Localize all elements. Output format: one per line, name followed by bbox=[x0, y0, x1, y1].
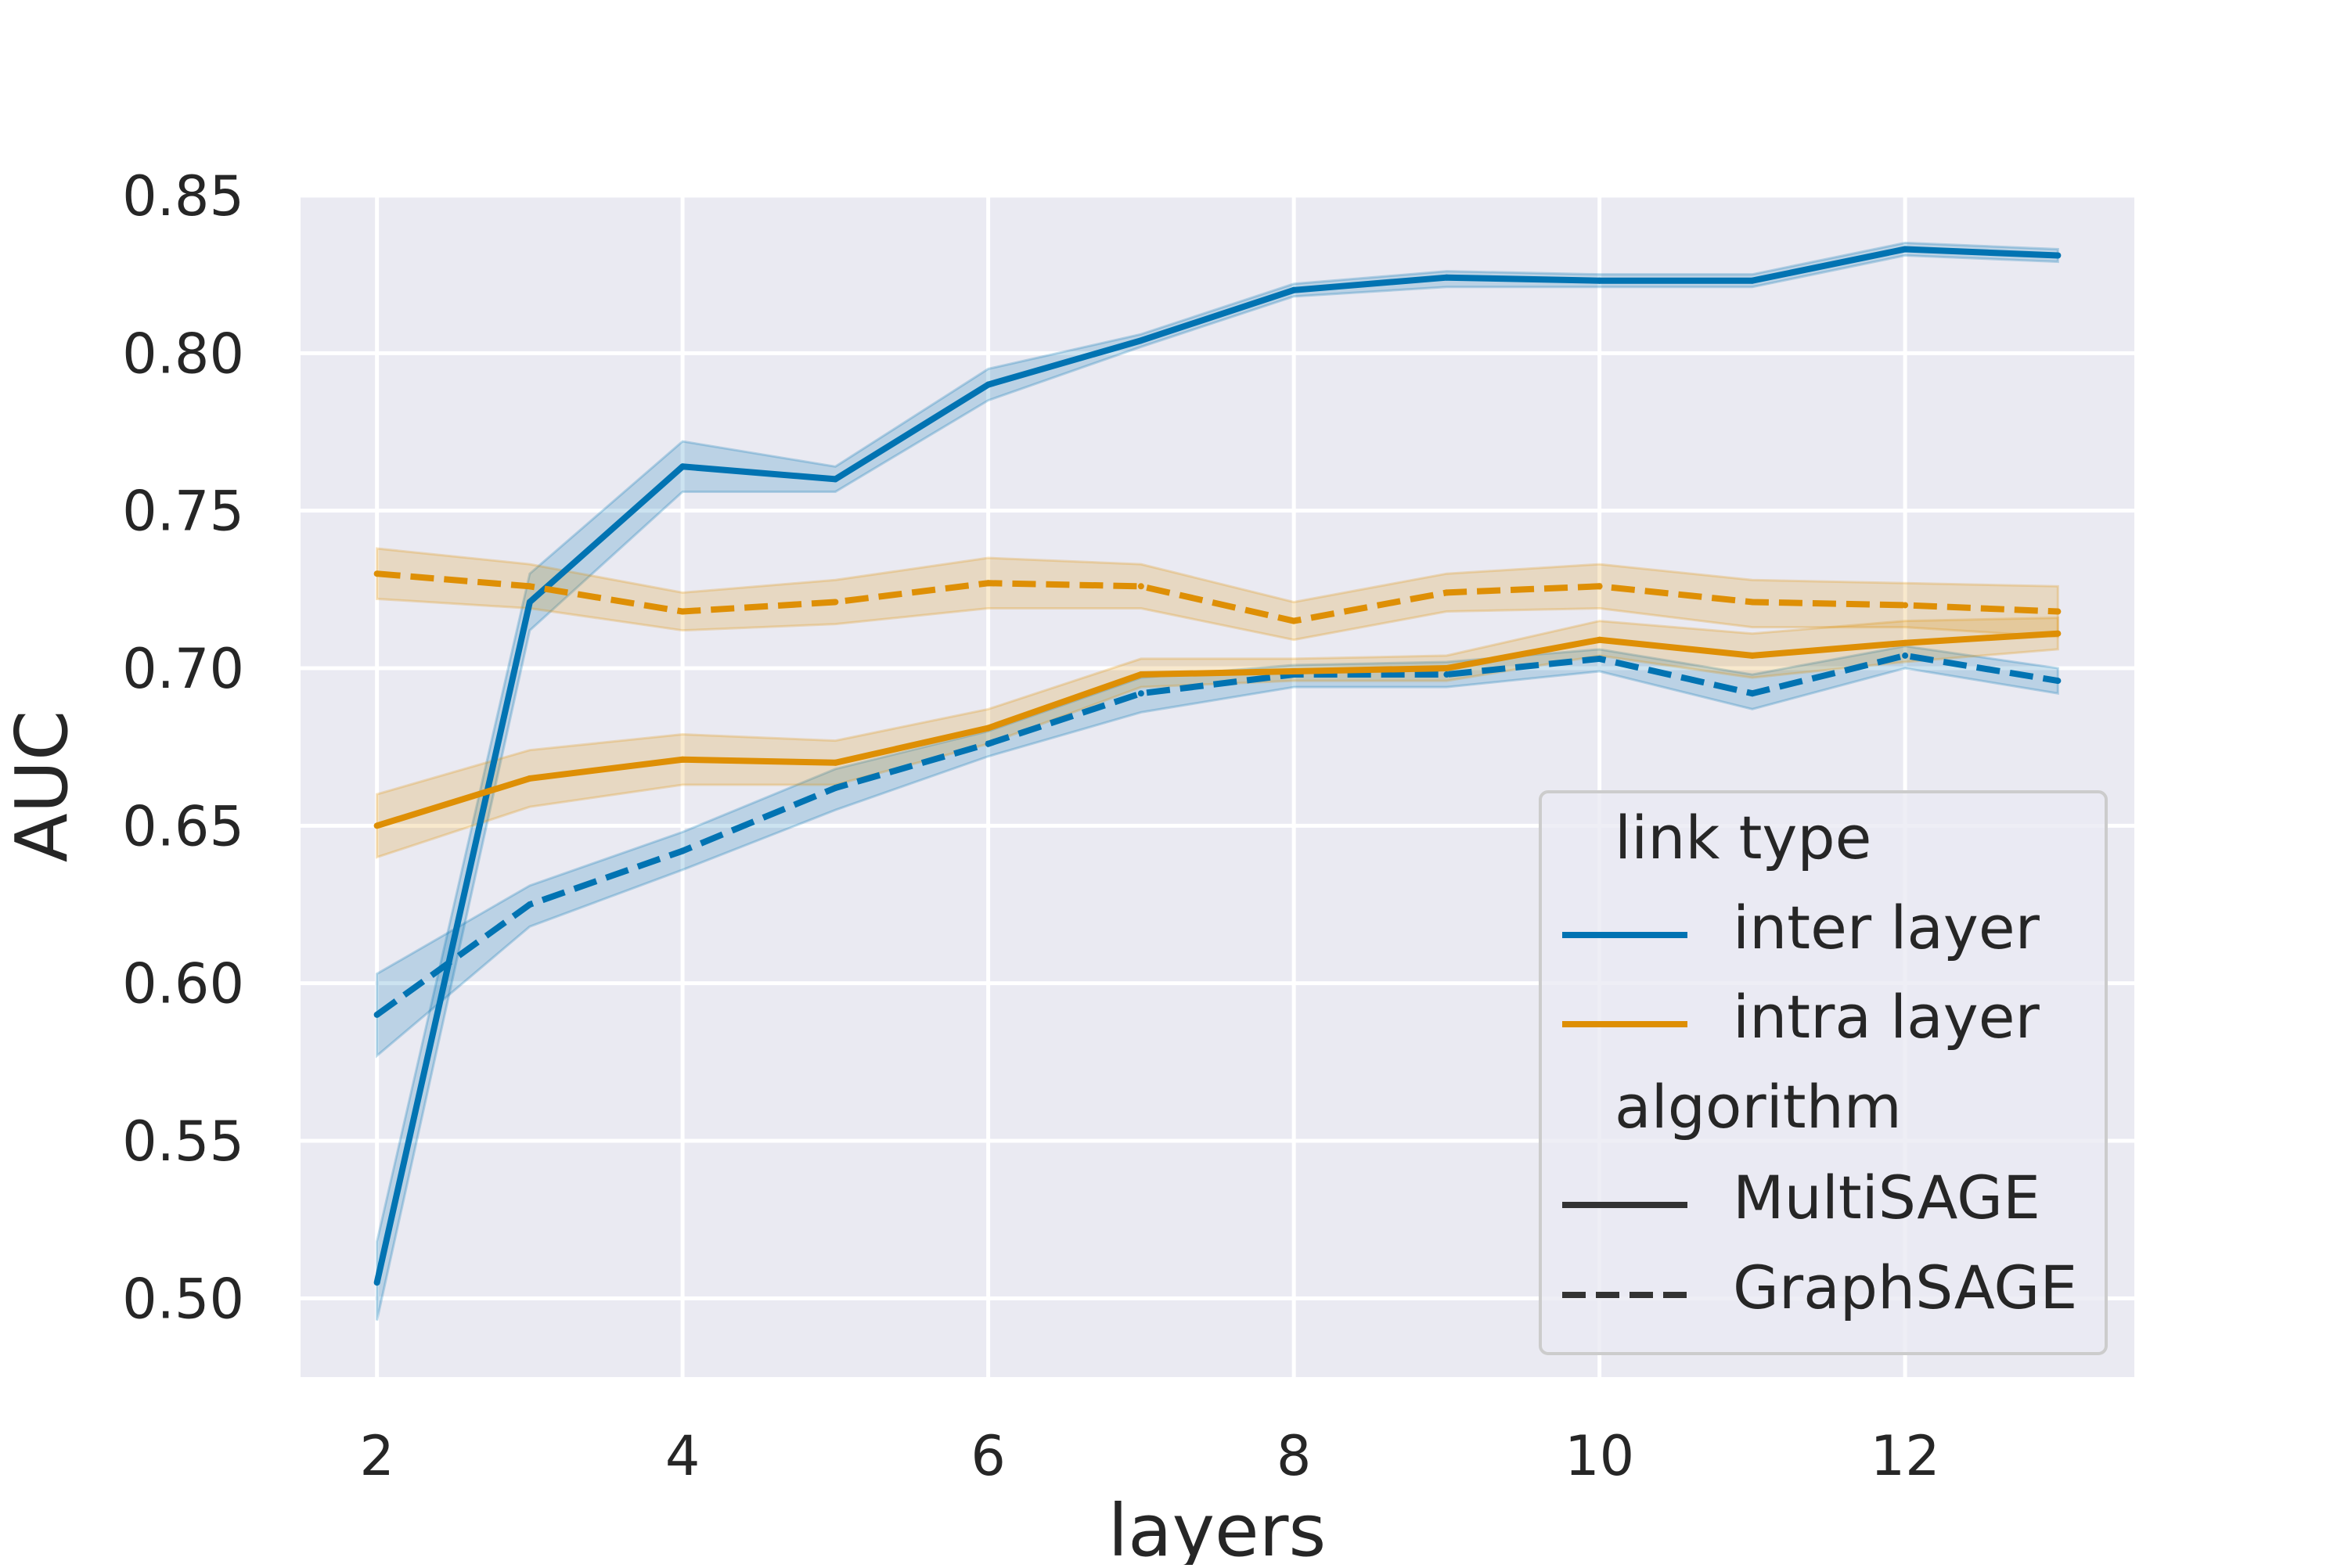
data-point-inter-layer-multisage bbox=[2054, 252, 2062, 259]
data-point-intra-layer-graphsage bbox=[1902, 602, 1909, 609]
data-point-intra-layer-graphsage bbox=[679, 608, 686, 615]
x-tick-label: 6 bbox=[971, 1424, 1006, 1488]
data-point-intra-layer-multisage bbox=[526, 775, 533, 782]
data-point-inter-layer-multisage bbox=[1596, 277, 1603, 284]
data-point-inter-layer-graphsage bbox=[1137, 690, 1144, 697]
data-point-intra-layer-graphsage bbox=[526, 583, 533, 590]
data-point-inter-layer-multisage bbox=[1443, 274, 1450, 281]
y-tick-label: 0.55 bbox=[122, 1109, 244, 1174]
y-tick-label: 0.80 bbox=[122, 322, 244, 386]
y-axis-label: AUC bbox=[0, 710, 84, 863]
data-point-intra-layer-multisage bbox=[373, 822, 380, 829]
data-point-intra-layer-graphsage bbox=[1137, 583, 1144, 590]
data-point-inter-layer-multisage bbox=[1748, 277, 1756, 284]
x-tick-label: 2 bbox=[359, 1424, 394, 1488]
legend-label-intra-layer: intra layer bbox=[1733, 982, 2040, 1052]
data-point-inter-layer-graphsage bbox=[832, 785, 839, 792]
data-point-intra-layer-graphsage bbox=[1596, 583, 1603, 590]
data-point-inter-layer-multisage bbox=[1137, 337, 1144, 344]
data-point-intra-layer-multisage bbox=[1748, 652, 1756, 659]
data-point-intra-layer-graphsage bbox=[1291, 617, 1298, 624]
legend: link type inter layer intra layer algori… bbox=[1539, 790, 2108, 1355]
data-point-inter-layer-multisage bbox=[1291, 286, 1298, 293]
data-point-intra-layer-multisage bbox=[679, 756, 686, 763]
data-point-inter-layer-graphsage bbox=[679, 847, 686, 854]
data-point-inter-layer-graphsage bbox=[2054, 678, 2062, 685]
series-lines bbox=[373, 246, 2062, 1286]
data-point-intra-layer-multisage bbox=[1596, 636, 1603, 643]
data-point-inter-layer-graphsage bbox=[1596, 655, 1603, 662]
data-point-intra-layer-multisage bbox=[2054, 630, 2062, 637]
data-point-intra-layer-multisage bbox=[985, 725, 992, 732]
y-tick-label: 0.85 bbox=[122, 164, 244, 228]
y-tick-label: 0.65 bbox=[122, 794, 244, 858]
data-point-intra-layer-multisage bbox=[1443, 665, 1450, 671]
data-point-intra-layer-multisage bbox=[1291, 668, 1298, 675]
ci-band-inter-layer-multisage bbox=[376, 241, 2059, 1321]
x-tick-labels: 2 4 6 8 10 12 bbox=[359, 1424, 1939, 1488]
data-point-inter-layer-multisage bbox=[985, 381, 992, 388]
y-tick-labels: 0.50 0.55 0.60 0.65 0.70 0.75 0.80 0.85 bbox=[122, 164, 244, 1331]
y-tick-label: 0.50 bbox=[122, 1267, 244, 1331]
series-line-inter-layer-multisage bbox=[373, 246, 2058, 1284]
x-tick-label: 4 bbox=[665, 1424, 700, 1488]
series-line-intra-layer-graphsage bbox=[376, 570, 2058, 624]
data-point-inter-layer-multisage bbox=[1902, 246, 1909, 253]
data-point-inter-layer-multisage bbox=[832, 476, 839, 483]
ci-band-intra-layer-graphsage bbox=[376, 547, 2059, 642]
data-point-inter-layer-multisage bbox=[679, 463, 686, 470]
legend-label-graphsage: GraphSAGE bbox=[1733, 1253, 2077, 1322]
data-point-inter-layer-graphsage bbox=[1902, 652, 1909, 659]
data-point-inter-layer-graphsage bbox=[1443, 671, 1450, 678]
series-line-inter-layer-graphsage bbox=[375, 652, 2059, 1018]
x-axis-label: layers bbox=[1108, 1489, 1327, 1565]
data-point-intra-layer-graphsage bbox=[2054, 608, 2062, 615]
data-point-intra-layer-multisage bbox=[1137, 671, 1144, 678]
y-tick-label: 0.60 bbox=[122, 952, 244, 1016]
data-point-inter-layer-graphsage bbox=[1748, 690, 1756, 697]
data-point-intra-layer-graphsage bbox=[832, 599, 839, 606]
legend-title-link-type: link type bbox=[1615, 803, 1871, 872]
legend-label-inter-layer: inter layer bbox=[1733, 893, 2040, 962]
data-point-inter-layer-graphsage bbox=[373, 1011, 380, 1018]
data-point-intra-layer-graphsage bbox=[1748, 599, 1756, 606]
y-tick-label: 0.75 bbox=[122, 480, 244, 544]
legend-title-algorithm: algorithm bbox=[1615, 1072, 1902, 1142]
data-point-inter-layer-multisage bbox=[526, 599, 533, 606]
data-point-inter-layer-graphsage bbox=[985, 740, 992, 747]
x-tick-label: 8 bbox=[1277, 1424, 1312, 1488]
data-point-intra-layer-graphsage bbox=[373, 570, 380, 577]
data-point-intra-layer-graphsage bbox=[1443, 589, 1450, 596]
data-point-intra-layer-multisage bbox=[1902, 639, 1909, 646]
data-point-intra-layer-graphsage bbox=[985, 580, 992, 587]
x-tick-label: 12 bbox=[1871, 1424, 1940, 1488]
data-point-intra-layer-multisage bbox=[832, 759, 839, 766]
data-point-inter-layer-graphsage bbox=[526, 901, 533, 908]
legend-label-multisage: MultiSAGE bbox=[1733, 1163, 2040, 1232]
series-line-intra-layer-multisage bbox=[376, 630, 2058, 829]
y-tick-label: 0.70 bbox=[122, 637, 244, 701]
data-point-inter-layer-multisage bbox=[373, 1279, 380, 1286]
x-tick-label: 10 bbox=[1565, 1424, 1634, 1488]
